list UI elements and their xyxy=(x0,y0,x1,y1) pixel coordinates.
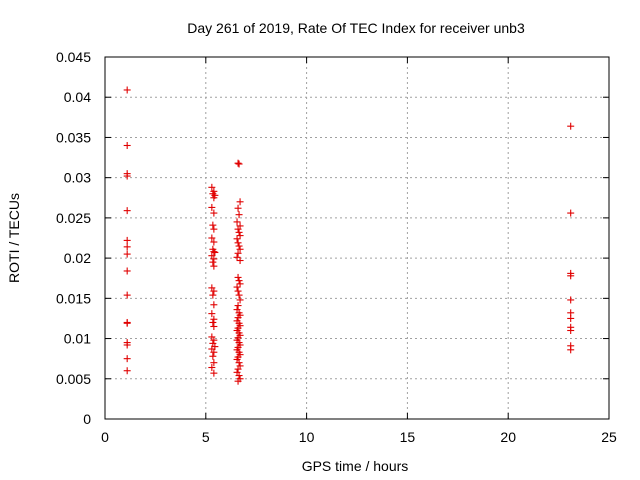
data-point xyxy=(567,346,575,354)
data-point xyxy=(210,287,218,295)
axis-ticks: 0 5 10 15 20 25 0 0.005 0.01 0.015 0.02 0.025 0.03 0.… xyxy=(56,49,617,445)
y-tick-label: 0.005 xyxy=(56,371,91,387)
data-point xyxy=(567,296,575,304)
data-point xyxy=(236,280,244,288)
data-point xyxy=(210,301,218,309)
data-point xyxy=(233,283,241,291)
data-point xyxy=(208,310,216,318)
data-point xyxy=(235,242,243,250)
data-point xyxy=(210,238,218,246)
x-tick-label: 10 xyxy=(299,429,315,445)
data-point xyxy=(236,257,244,265)
y-tick-label: 0.035 xyxy=(56,129,91,145)
data-point xyxy=(567,314,575,322)
data-point xyxy=(208,234,216,242)
x-tick-label: 20 xyxy=(500,429,516,445)
x-tick-label: 0 xyxy=(101,429,109,445)
data-point xyxy=(210,255,218,263)
data-point xyxy=(123,250,131,258)
data-point xyxy=(123,267,131,275)
data-point xyxy=(233,218,241,226)
data-point xyxy=(210,348,218,356)
data-point xyxy=(567,327,575,335)
data-point xyxy=(235,291,243,299)
y-tick-label: 0.045 xyxy=(56,49,91,65)
data-point xyxy=(234,239,242,247)
data-point xyxy=(209,258,217,266)
data-point xyxy=(209,291,217,299)
y-tick-label: 0.025 xyxy=(56,210,91,226)
data-point xyxy=(210,315,218,323)
data-point xyxy=(235,211,243,219)
data-point xyxy=(236,198,244,206)
data-point xyxy=(567,209,575,217)
data-point xyxy=(234,249,242,257)
data-point xyxy=(123,341,131,349)
data-point xyxy=(234,287,242,295)
data-point xyxy=(235,160,243,168)
data-point xyxy=(209,318,217,326)
data-point xyxy=(234,225,242,233)
data-point xyxy=(236,245,244,253)
data-point xyxy=(210,336,218,344)
data-point xyxy=(210,209,218,217)
y-tick-label: 0.015 xyxy=(56,290,91,306)
data-point xyxy=(208,183,216,191)
data-point xyxy=(208,364,216,372)
y-tick-label: 0.03 xyxy=(64,170,91,186)
x-tick-label: 5 xyxy=(202,429,210,445)
y-tick-label: 0 xyxy=(83,411,91,427)
data-point xyxy=(234,314,242,322)
data-point xyxy=(211,248,219,256)
data-point xyxy=(234,204,242,212)
y-tick-label: 0.01 xyxy=(64,331,91,347)
data-point xyxy=(234,377,242,385)
data-point xyxy=(123,291,131,299)
data-point xyxy=(123,207,131,215)
x-axis-label: GPS time / hours xyxy=(302,458,409,474)
data-point xyxy=(235,228,243,236)
y-axis-label: ROTI / TECUs xyxy=(6,193,22,283)
data-point xyxy=(210,194,218,202)
data-point xyxy=(210,248,218,256)
chart-title: Day 261 of 2019, Rate Of TEC Index for r… xyxy=(187,20,525,36)
data-point xyxy=(236,296,244,304)
data-point xyxy=(209,221,217,229)
grid-lines xyxy=(105,57,609,419)
data-point xyxy=(210,322,218,330)
data-point xyxy=(235,359,243,367)
data-point xyxy=(233,253,241,261)
data-point xyxy=(236,232,244,240)
data-point xyxy=(210,262,218,270)
data-point xyxy=(234,302,242,310)
data-point xyxy=(123,141,131,149)
x-tick-label: 15 xyxy=(400,429,416,445)
y-tick-label: 0.04 xyxy=(64,89,91,105)
data-point xyxy=(234,273,242,281)
data-point xyxy=(234,159,242,167)
data-point xyxy=(123,236,131,244)
data-point xyxy=(123,367,131,375)
x-tick-label: 25 xyxy=(601,429,617,445)
data-point xyxy=(123,355,131,363)
data-point xyxy=(123,243,131,251)
data-point xyxy=(234,365,242,373)
data-point xyxy=(235,277,243,285)
data-point xyxy=(123,172,131,180)
data-point xyxy=(123,86,131,94)
data-point xyxy=(123,319,131,327)
data-point xyxy=(567,272,575,280)
data-point xyxy=(210,359,218,367)
data-points xyxy=(123,86,575,385)
data-point xyxy=(210,369,218,377)
data-point xyxy=(210,225,218,233)
data-point xyxy=(233,235,241,243)
data-point xyxy=(567,122,575,130)
y-tick-label: 0.02 xyxy=(64,250,91,266)
data-point xyxy=(208,203,216,211)
plot-frame xyxy=(104,56,610,420)
data-point xyxy=(209,352,217,360)
data-point xyxy=(235,372,243,380)
